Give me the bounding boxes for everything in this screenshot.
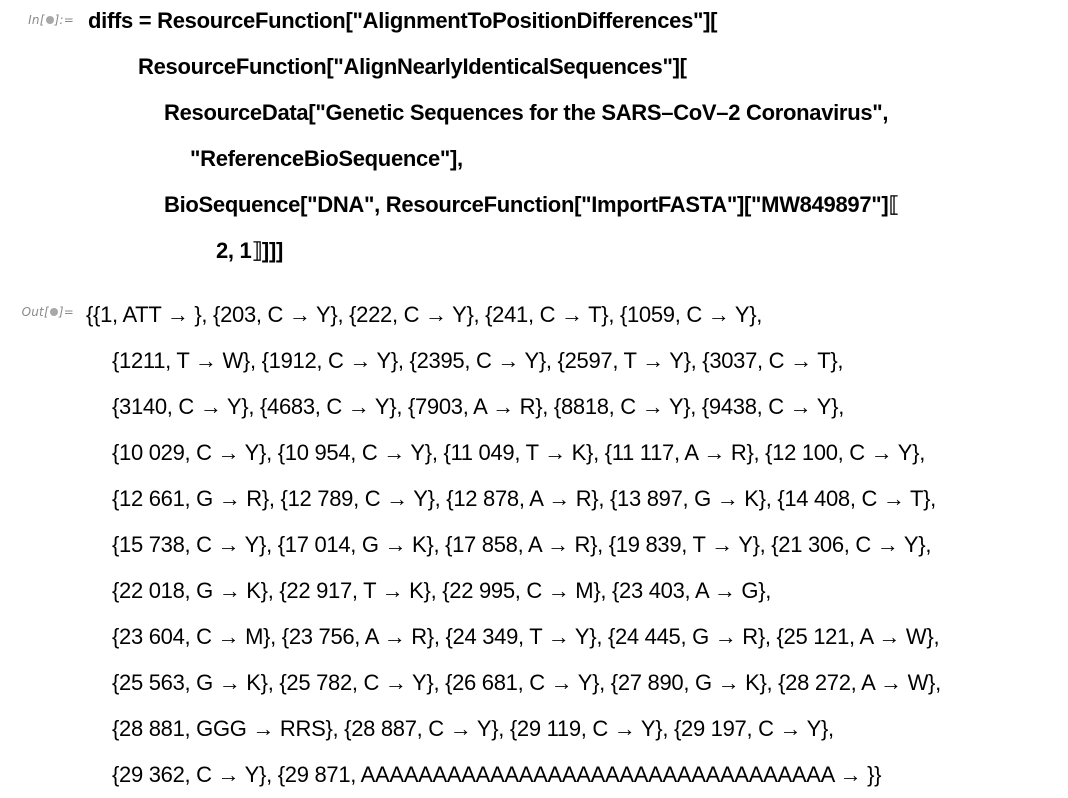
output-line-10: {28 881, GGG → RRS}, {28 887, C → Y}, {2… — [112, 716, 834, 741]
output-label-prefix: Out[ — [21, 305, 49, 319]
input-code-line-4[interactable]: "ReferenceBioSequence"], — [190, 146, 463, 171]
input-cell-label: In[ ]:= — [0, 13, 74, 27]
bullet-icon — [49, 308, 58, 316]
bullet-icon — [45, 16, 54, 24]
output-line-9: {25 563, G → K}, {25 782, C → Y}, {26 68… — [112, 670, 941, 695]
output-line-2: {1211, T → W}, {1912, C → Y}, {2395, C →… — [112, 348, 844, 373]
input-code-line-3[interactable]: ResourceData["Genetic Sequences for the … — [164, 100, 889, 125]
input-label-prefix: In[ — [28, 13, 45, 27]
input-code-line-6[interactable]: 2, 1⟧]]] — [216, 238, 283, 263]
output-label-suffix: ]= — [58, 305, 74, 319]
input-code-line-2[interactable]: ResourceFunction["AlignNearlyIdenticalSe… — [138, 54, 687, 79]
output-line-6: {15 738, C → Y}, {17 014, G → K}, {17 85… — [112, 532, 932, 557]
output-cell-label: Out[ ]= — [0, 305, 74, 319]
input-code-line-5[interactable]: BioSequence["DNA", ResourceFunction["Imp… — [164, 192, 899, 217]
output-line-1: {{1, ATT → }, {203, C → Y}, {222, C → Y}… — [86, 302, 763, 327]
input-label-suffix: ]:= — [54, 13, 74, 27]
output-line-3: {3140, C → Y}, {4683, C → Y}, {7903, A →… — [112, 394, 845, 419]
input-code-line-1[interactable]: diffs = ResourceFunction["AlignmentToPos… — [88, 8, 718, 33]
output-line-4: {10 029, C → Y}, {10 954, C → Y}, {11 04… — [112, 440, 926, 465]
output-line-11: {29 362, C → Y}, {29 871, AAAAAAAAAAAAAA… — [112, 762, 882, 787]
output-line-8: {23 604, C → M}, {23 756, A → R}, {24 34… — [112, 624, 940, 649]
output-line-7: {22 018, G → K}, {22 917, T → K}, {22 99… — [112, 578, 772, 603]
output-line-5: {12 661, G → R}, {12 789, C → Y}, {12 87… — [112, 486, 936, 511]
